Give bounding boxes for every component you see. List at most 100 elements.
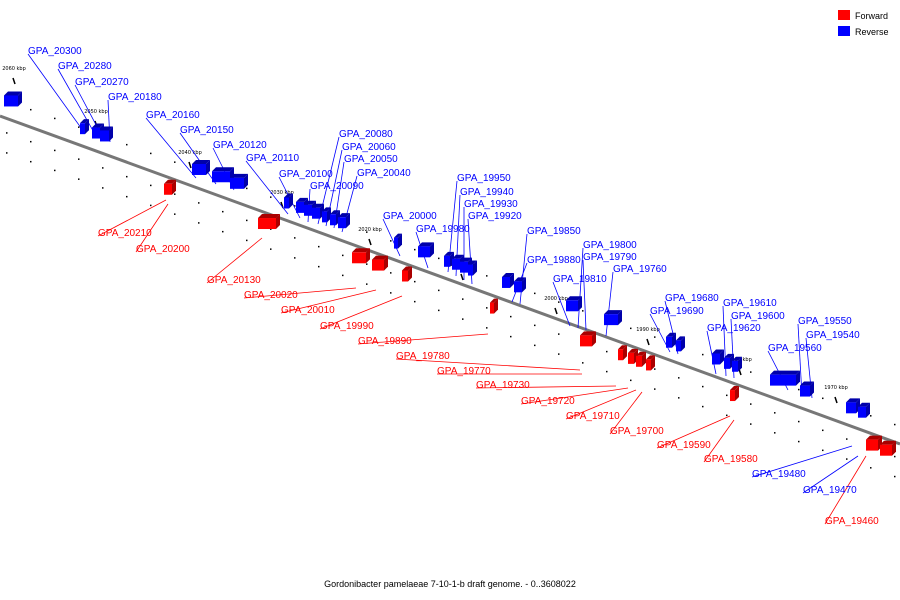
gene-label-gpa-19620: GPA_19620 <box>707 323 761 334</box>
track-dot <box>126 195 128 198</box>
track-dot <box>510 335 512 338</box>
gene-label-gpa-19770: GPA_19770 <box>437 366 491 377</box>
leader-line <box>245 160 289 215</box>
track-dot <box>294 257 296 259</box>
leader-line <box>824 455 867 525</box>
reverse-gene-arrow <box>666 332 676 348</box>
forward-gene-arrow <box>730 386 739 402</box>
leader-line <box>577 247 584 329</box>
track-dot <box>630 327 632 330</box>
track-dot <box>54 149 56 152</box>
legend-reverse-label: Reverse <box>855 27 889 37</box>
track-dot <box>78 158 80 160</box>
leader-line <box>609 391 643 435</box>
forward-gene-arrow <box>372 255 388 271</box>
reverse-gene-arrow <box>502 272 514 288</box>
gene-label-gpa-20180: GPA_20180 <box>108 92 162 103</box>
gene-label-gpa-19690: GPA_19690 <box>650 306 704 317</box>
gene-label-gpa-20050: GPA_20050 <box>344 154 398 165</box>
track-dot <box>150 184 152 187</box>
gene-label-gpa-19700: GPA_19700 <box>610 426 664 437</box>
track-dot <box>6 152 8 154</box>
track-dot <box>798 388 800 391</box>
track-dot <box>54 117 56 120</box>
leader-line <box>206 237 263 284</box>
legend-forward-swatch <box>838 10 850 20</box>
track-dot <box>558 333 560 335</box>
track-dot <box>870 415 872 417</box>
track-dot <box>294 205 296 207</box>
gene-label-gpa-19610: GPA_19610 <box>723 298 777 309</box>
gene-label-gpa-19950: GPA_19950 <box>457 173 511 184</box>
track-dot <box>462 318 464 320</box>
gene-label-gpa-19990: GPA_19990 <box>320 321 374 332</box>
track-dot <box>222 230 224 233</box>
track-dot <box>582 310 584 312</box>
track-dot <box>606 350 608 353</box>
axis-tick-mark <box>646 338 650 346</box>
leader-line <box>605 271 614 337</box>
track-dot <box>534 324 536 327</box>
track-dot <box>774 432 776 434</box>
gene-label-gpa-19940: GPA_19940 <box>460 187 514 198</box>
leader-line <box>135 203 169 253</box>
track-dot <box>558 301 560 303</box>
gene-label-gpa-20090: GPA_20090 <box>310 181 364 192</box>
gene-label-gpa-20000: GPA_20000 <box>383 211 437 222</box>
gene-label-gpa-19680: GPA_19680 <box>665 293 719 304</box>
track-dot <box>726 394 728 397</box>
track-dot <box>342 254 344 257</box>
dotted-tracks <box>6 100 896 478</box>
leader-line <box>802 455 859 494</box>
reverse-gene-arrow <box>712 349 724 365</box>
gene-label-gpa-19890: GPA_19890 <box>358 336 412 347</box>
track-dot <box>510 315 512 318</box>
axis-tick-label: 2040 kbp <box>178 150 202 156</box>
gene-label-gpa-19980: GPA_19980 <box>416 224 470 235</box>
leader-line <box>656 415 731 449</box>
gene-label-gpa-19460: GPA_19460 <box>825 516 879 527</box>
leader-line <box>395 358 581 371</box>
reverse-gene-arrow <box>676 336 685 352</box>
track-dot <box>366 283 368 285</box>
forward-gene-arrow <box>618 345 627 361</box>
track-dot <box>678 377 680 379</box>
track-dot <box>102 167 104 169</box>
track-dot <box>438 289 440 292</box>
gene-label-gpa-19730: GPA_19730 <box>476 380 530 391</box>
track-dot <box>846 438 848 440</box>
track-dot <box>390 292 392 294</box>
track-dot <box>246 239 248 242</box>
reverse-gene-arrow <box>338 213 350 229</box>
track-dot <box>54 169 56 172</box>
gene-label-gpa-20020: GPA_20020 <box>244 290 298 301</box>
reverse-gene-arrow <box>394 233 402 249</box>
forward-gene-arrow <box>880 440 896 456</box>
axis-tick-label: 1990 kbp <box>636 327 660 333</box>
forward-gene-arrow <box>490 298 498 314</box>
reverse-gene-arrow <box>284 193 293 209</box>
gene-label-gpa-19580: GPA_19580 <box>704 454 758 465</box>
reverse-gene-arrow <box>514 277 526 293</box>
track-dot <box>702 405 704 408</box>
track-dot <box>198 222 200 224</box>
track-dot <box>774 412 776 414</box>
track-dot <box>750 371 752 373</box>
gene-label-gpa-20150: GPA_20150 <box>180 125 234 136</box>
reverse-gene-arrow <box>846 398 860 414</box>
leader-line <box>145 117 197 179</box>
track-dot <box>654 368 656 370</box>
track-dot <box>894 475 896 478</box>
reverse-gene-arrow <box>732 356 742 372</box>
gene-label-gpa-19480: GPA_19480 <box>752 469 806 480</box>
reverse-gene-arrow <box>192 159 210 175</box>
gene-label-gpa-20010: GPA_20010 <box>281 305 335 316</box>
forward-gene-arrow <box>636 351 646 367</box>
gene-label-gpa-19790: GPA_19790 <box>583 252 637 263</box>
forward-gene-arrow <box>866 435 882 451</box>
reverse-gene-arrow <box>468 260 477 276</box>
track-dot <box>654 336 656 338</box>
gene-label-gpa-20100: GPA_20100 <box>279 169 333 180</box>
axis-tick-mark <box>188 161 192 169</box>
track-dot <box>270 196 272 198</box>
